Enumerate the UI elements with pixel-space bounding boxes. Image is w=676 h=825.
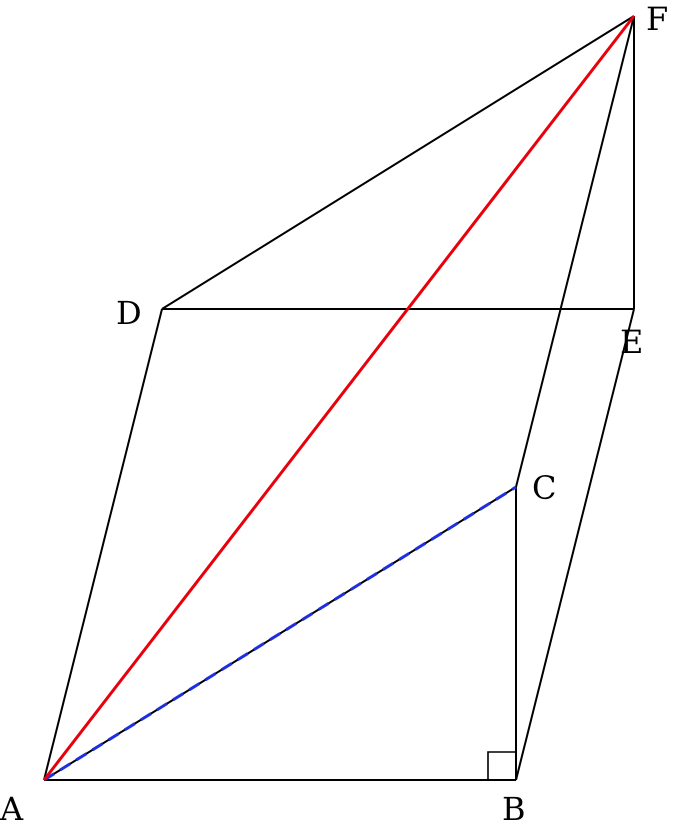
vertex-label-E: E <box>620 323 643 361</box>
edge-DF <box>161 15 635 310</box>
segment-AC-dashed <box>43 485 517 782</box>
vertex-label-F: F <box>646 0 668 38</box>
edge-CF <box>515 15 635 488</box>
vertex-label-C: C <box>532 469 556 507</box>
right-angle-marker-B <box>487 751 516 780</box>
edge-AD <box>43 308 163 781</box>
vertex-label-B: B <box>502 790 526 825</box>
edge-BE <box>515 308 635 781</box>
vertex-label-D: D <box>116 294 142 332</box>
vertex-label-A: A <box>0 790 24 825</box>
segment-AF <box>42 15 636 781</box>
